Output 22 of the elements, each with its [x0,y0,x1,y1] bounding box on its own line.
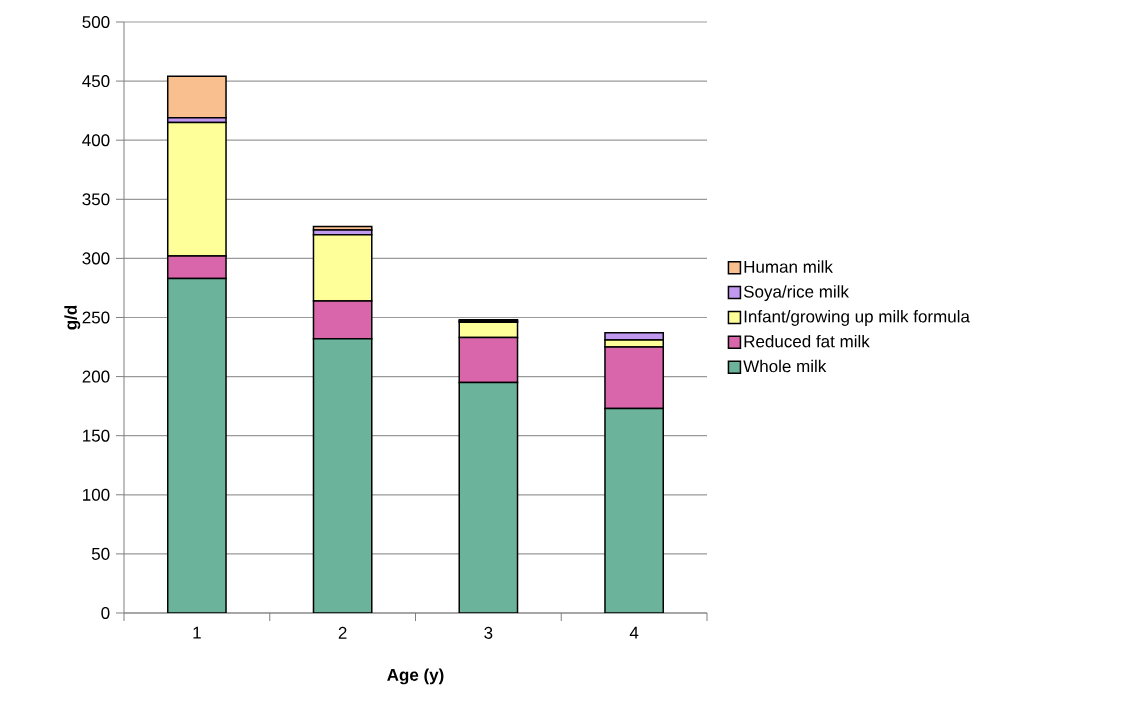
y-tick-label: 250 [82,311,110,324]
y-axis-title: g/d [64,305,81,330]
x-tick-label: 3 [484,626,493,639]
y-tick-label: 150 [83,429,110,442]
y-tick-label: 350 [82,193,110,206]
y-tick-label: 0 [101,606,110,620]
x-tick-label: 2 [338,626,347,639]
y-tick-label: 500 [82,15,110,29]
x-tick-label: 4 [629,626,639,639]
y-tick-label: 50 [91,547,110,560]
y-tick-label: 300 [82,252,110,265]
x-axis-title: Age (y) [387,668,444,685]
legend-label: Reduced fat milk [744,334,870,348]
y-tick-label: 450 [82,75,110,88]
legend-label: Whole milk [743,359,827,373]
x-tick-label: 1 [193,626,201,639]
y-tick-label: 200 [82,370,110,383]
legend-label: Human milk [744,260,833,273]
legend-label: Infant/growing up milk formula [744,310,970,326]
legend-label: Soya/rice milk [743,285,849,302]
y-tick-label: 400 [82,134,110,147]
y-tick-label: 100 [83,488,110,501]
